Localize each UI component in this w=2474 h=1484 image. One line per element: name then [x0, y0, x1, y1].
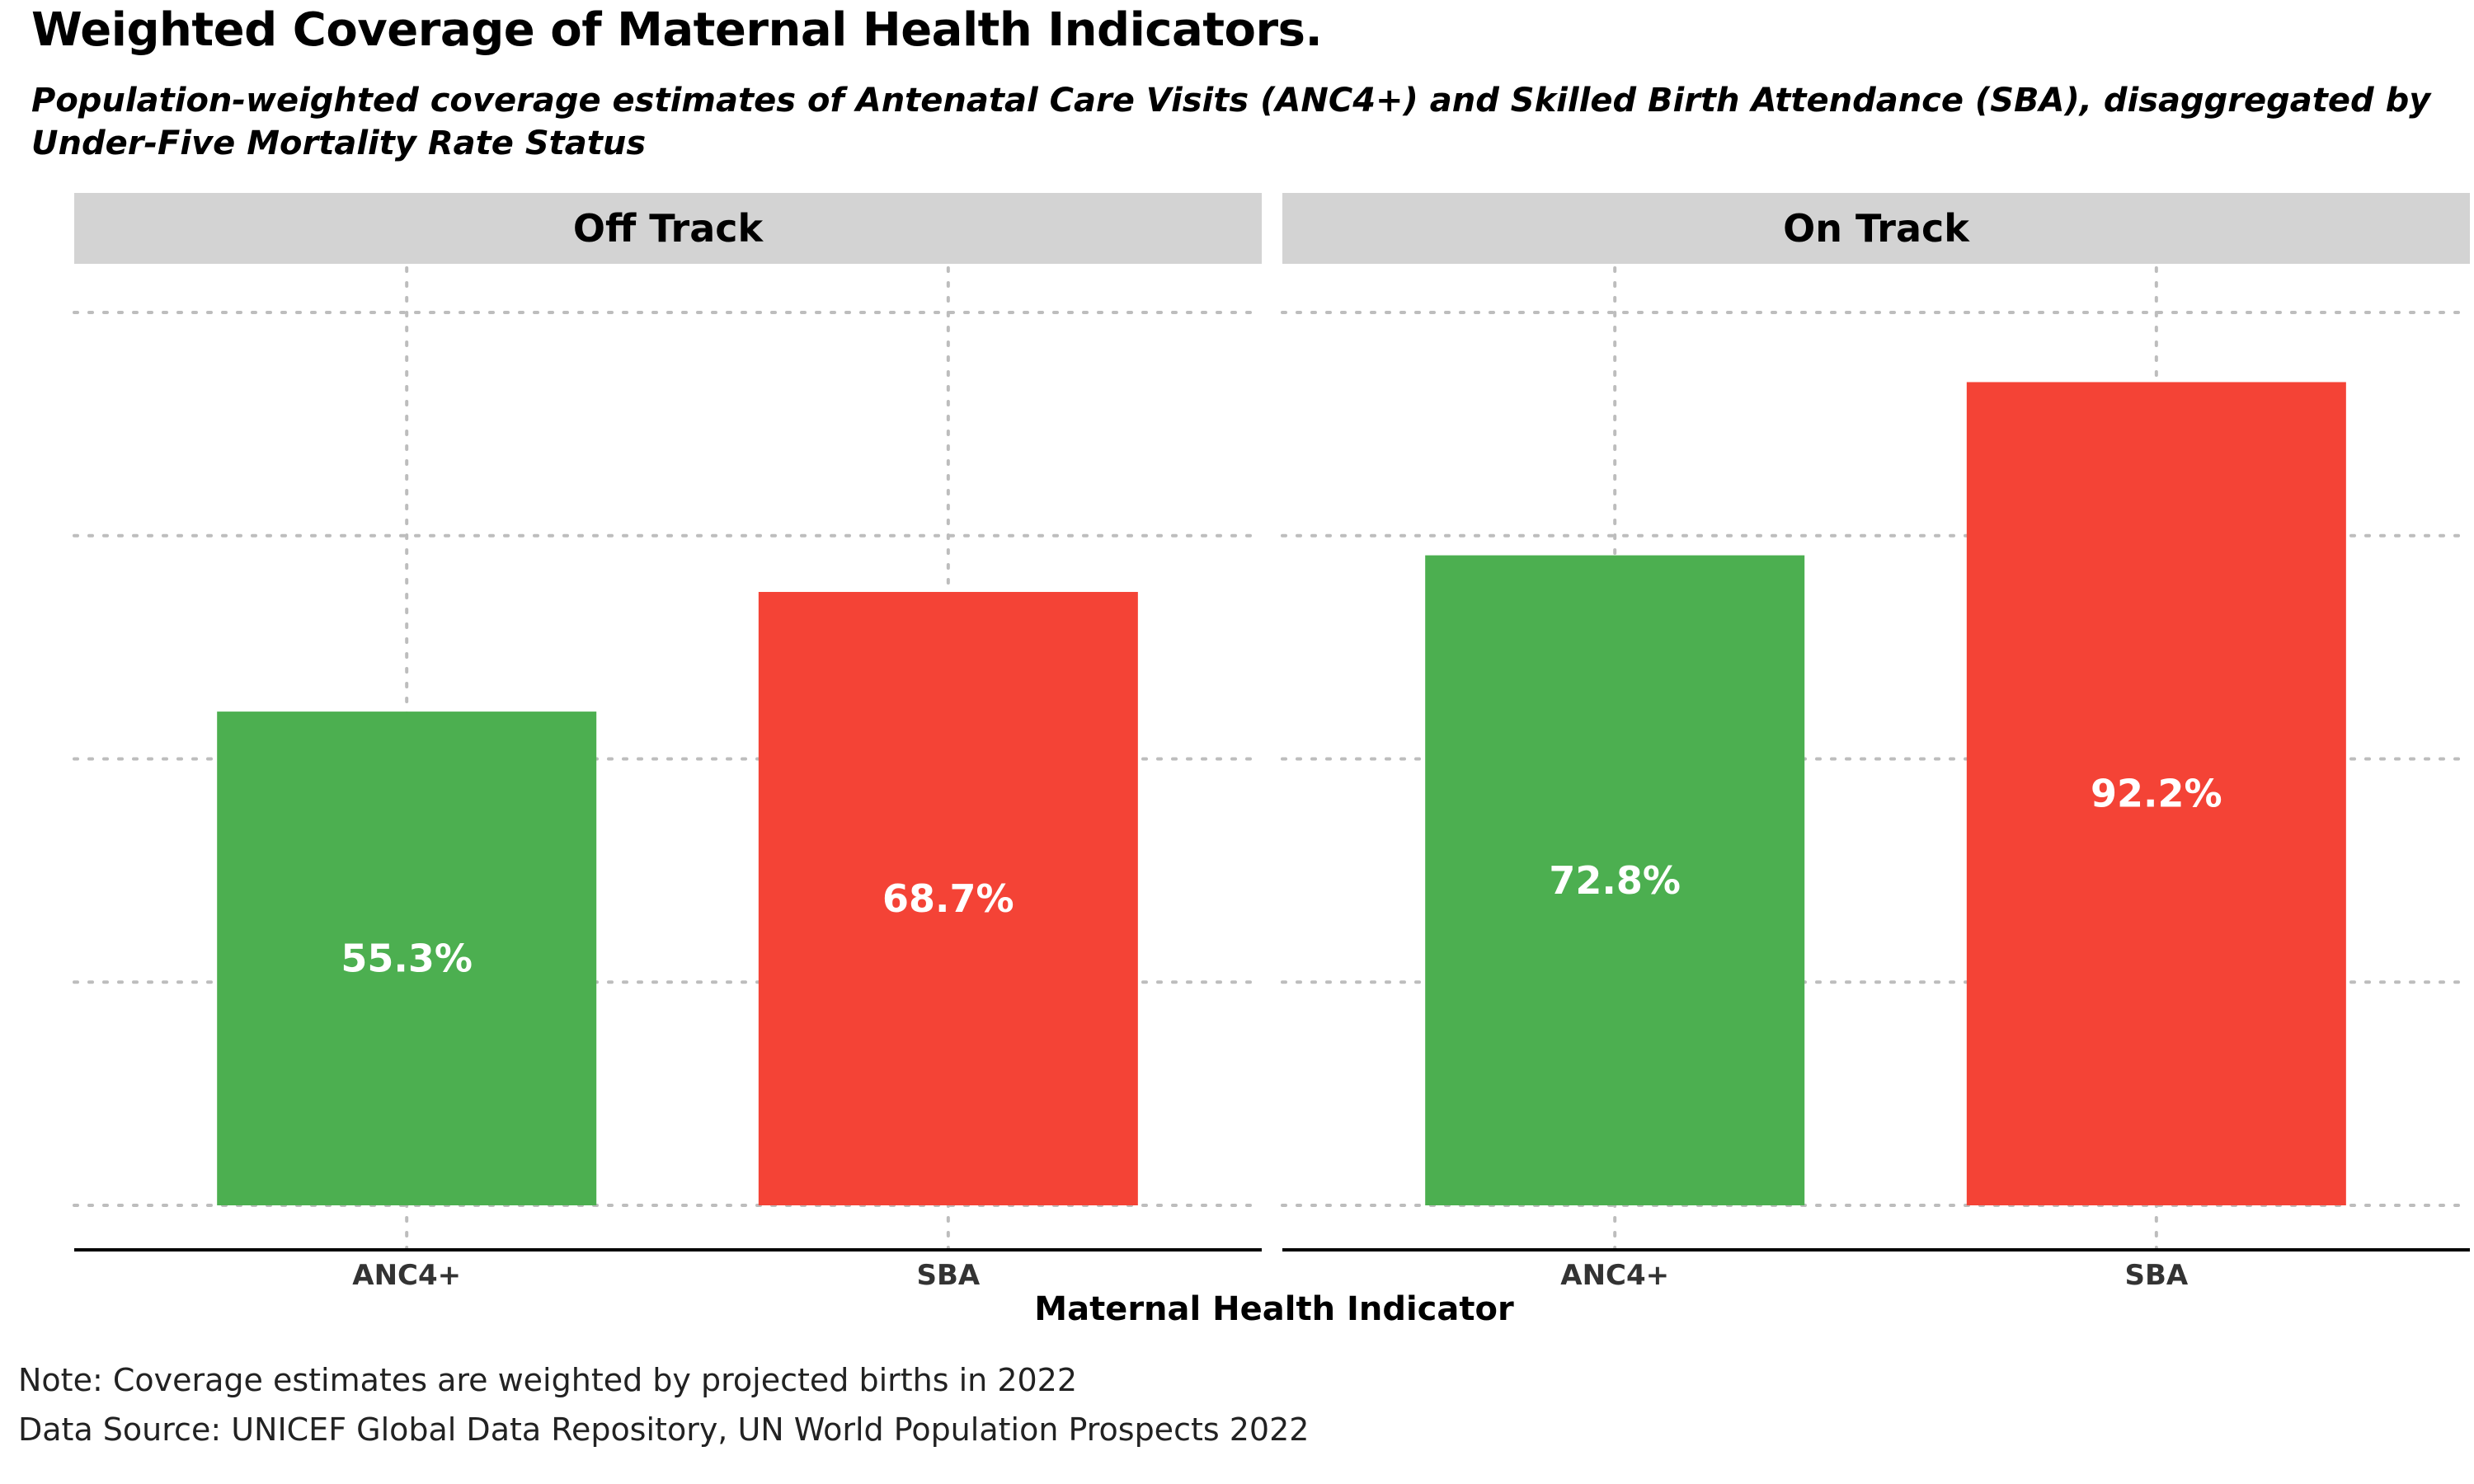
- x-tick-label: SBA: [2124, 1259, 2188, 1292]
- bar-value-label: 68.7%: [882, 876, 1014, 921]
- x-axis-title: Maternal Health Indicator: [1034, 1290, 1514, 1328]
- x-tick-label: ANC4+: [352, 1259, 461, 1292]
- footer-note: Note: Coverage estimates are weighted by…: [18, 1362, 1078, 1398]
- chart-subtitle: Population-weighted coverage estimates o…: [31, 82, 2431, 162]
- bar-value-label: 92.2%: [2091, 772, 2222, 816]
- bar-value-label: 72.8%: [1549, 858, 1681, 903]
- bar-value-label: 55.3%: [341, 937, 473, 981]
- chart-title: Weighted Coverage of Maternal Health Ind…: [31, 3, 1323, 57]
- panel-strip-off-track: Off Track: [74, 193, 1262, 264]
- panel-strip-on-track: On Track: [1282, 193, 2470, 264]
- bar-sba-off-track: [758, 591, 1138, 1205]
- bar-anc4-on-track: [1425, 555, 1805, 1205]
- x-tick-label: SBA: [916, 1259, 980, 1292]
- x-tick-label: ANC4+: [1560, 1259, 1669, 1292]
- bar-sba-on-track: [1966, 382, 2346, 1205]
- footer-source: Data Source: UNICEF Global Data Reposito…: [18, 1411, 1310, 1448]
- bar-anc4-off-track: [217, 711, 597, 1205]
